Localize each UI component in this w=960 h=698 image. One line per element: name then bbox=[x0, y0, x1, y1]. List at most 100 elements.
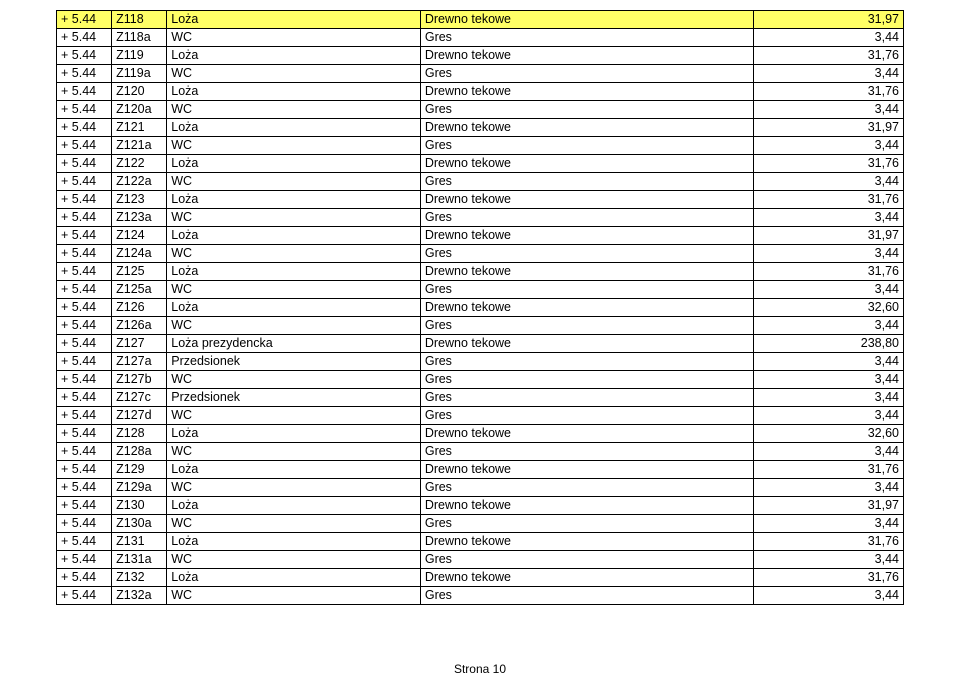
table-row: + 5.44Z123LożaDrewno tekowe31,76 bbox=[57, 191, 904, 209]
cell-value: 31,76 bbox=[753, 47, 903, 65]
cell-material: Drewno tekowe bbox=[420, 425, 753, 443]
cell-level: + 5.44 bbox=[57, 389, 112, 407]
cell-value: 31,76 bbox=[753, 83, 903, 101]
table-row: + 5.44Z129LożaDrewno tekowe31,76 bbox=[57, 461, 904, 479]
cell-code: Z119 bbox=[112, 47, 167, 65]
cell-value: 31,97 bbox=[753, 11, 903, 29]
cell-code: Z121 bbox=[112, 119, 167, 137]
cell-value: 31,97 bbox=[753, 227, 903, 245]
cell-code: Z131 bbox=[112, 533, 167, 551]
cell-name: Loża bbox=[167, 569, 421, 587]
cell-material: Drewno tekowe bbox=[420, 569, 753, 587]
cell-material: Drewno tekowe bbox=[420, 191, 753, 209]
table-row: + 5.44Z120aWCGres3,44 bbox=[57, 101, 904, 119]
cell-code: Z124a bbox=[112, 245, 167, 263]
table-row: + 5.44Z118LożaDrewno tekowe31,97 bbox=[57, 11, 904, 29]
cell-name: Loża bbox=[167, 47, 421, 65]
cell-name: Przedsionek bbox=[167, 353, 421, 371]
cell-value: 238,80 bbox=[753, 335, 903, 353]
cell-level: + 5.44 bbox=[57, 497, 112, 515]
cell-value: 3,44 bbox=[753, 173, 903, 191]
cell-code: Z128a bbox=[112, 443, 167, 461]
cell-level: + 5.44 bbox=[57, 479, 112, 497]
table-row: + 5.44Z119LożaDrewno tekowe31,76 bbox=[57, 47, 904, 65]
cell-code: Z120 bbox=[112, 83, 167, 101]
cell-material: Drewno tekowe bbox=[420, 119, 753, 137]
table-row: + 5.44Z132aWCGres3,44 bbox=[57, 587, 904, 605]
cell-value: 3,44 bbox=[753, 353, 903, 371]
cell-level: + 5.44 bbox=[57, 353, 112, 371]
cell-level: + 5.44 bbox=[57, 443, 112, 461]
cell-level: + 5.44 bbox=[57, 29, 112, 47]
cell-material: Gres bbox=[420, 29, 753, 47]
cell-level: + 5.44 bbox=[57, 587, 112, 605]
document-page: + 5.44Z118LożaDrewno tekowe31,97+ 5.44Z1… bbox=[0, 0, 960, 698]
table-row: + 5.44Z122aWCGres3,44 bbox=[57, 173, 904, 191]
table-row: + 5.44Z125LożaDrewno tekowe31,76 bbox=[57, 263, 904, 281]
cell-level: + 5.44 bbox=[57, 245, 112, 263]
cell-code: Z130a bbox=[112, 515, 167, 533]
cell-name: Loża prezydencka bbox=[167, 335, 421, 353]
rooms-table-body: + 5.44Z118LożaDrewno tekowe31,97+ 5.44Z1… bbox=[57, 11, 904, 605]
cell-level: + 5.44 bbox=[57, 407, 112, 425]
table-row: + 5.44Z126LożaDrewno tekowe32,60 bbox=[57, 299, 904, 317]
cell-value: 3,44 bbox=[753, 515, 903, 533]
cell-code: Z125 bbox=[112, 263, 167, 281]
cell-material: Gres bbox=[420, 407, 753, 425]
cell-name: WC bbox=[167, 551, 421, 569]
cell-code: Z127d bbox=[112, 407, 167, 425]
cell-code: Z122 bbox=[112, 155, 167, 173]
cell-material: Drewno tekowe bbox=[420, 47, 753, 65]
cell-value: 3,44 bbox=[753, 407, 903, 425]
cell-code: Z127a bbox=[112, 353, 167, 371]
cell-code: Z126a bbox=[112, 317, 167, 335]
cell-material: Gres bbox=[420, 587, 753, 605]
cell-value: 32,60 bbox=[753, 425, 903, 443]
cell-material: Drewno tekowe bbox=[420, 335, 753, 353]
cell-code: Z127c bbox=[112, 389, 167, 407]
cell-value: 3,44 bbox=[753, 443, 903, 461]
cell-material: Drewno tekowe bbox=[420, 11, 753, 29]
cell-name: Loża bbox=[167, 119, 421, 137]
table-row: + 5.44Z127bWCGres3,44 bbox=[57, 371, 904, 389]
cell-level: + 5.44 bbox=[57, 47, 112, 65]
cell-material: Gres bbox=[420, 281, 753, 299]
cell-level: + 5.44 bbox=[57, 335, 112, 353]
cell-level: + 5.44 bbox=[57, 461, 112, 479]
cell-material: Drewno tekowe bbox=[420, 497, 753, 515]
cell-material: Gres bbox=[420, 389, 753, 407]
cell-value: 3,44 bbox=[753, 101, 903, 119]
cell-material: Drewno tekowe bbox=[420, 299, 753, 317]
cell-level: + 5.44 bbox=[57, 263, 112, 281]
cell-name: Loża bbox=[167, 11, 421, 29]
table-row: + 5.44Z127Loża prezydenckaDrewno tekowe2… bbox=[57, 335, 904, 353]
cell-name: WC bbox=[167, 587, 421, 605]
cell-material: Gres bbox=[420, 245, 753, 263]
cell-level: + 5.44 bbox=[57, 227, 112, 245]
cell-material: Gres bbox=[420, 443, 753, 461]
cell-name: Loża bbox=[167, 299, 421, 317]
cell-name: Loża bbox=[167, 497, 421, 515]
cell-level: + 5.44 bbox=[57, 281, 112, 299]
cell-code: Z118a bbox=[112, 29, 167, 47]
table-row: + 5.44Z127dWCGres3,44 bbox=[57, 407, 904, 425]
table-row: + 5.44Z122LożaDrewno tekowe31,76 bbox=[57, 155, 904, 173]
table-row: + 5.44Z127cPrzedsionekGres3,44 bbox=[57, 389, 904, 407]
cell-level: + 5.44 bbox=[57, 371, 112, 389]
cell-material: Drewno tekowe bbox=[420, 155, 753, 173]
cell-value: 32,60 bbox=[753, 299, 903, 317]
table-row: + 5.44Z127aPrzedsionekGres3,44 bbox=[57, 353, 904, 371]
cell-value: 3,44 bbox=[753, 65, 903, 83]
cell-value: 31,97 bbox=[753, 119, 903, 137]
cell-value: 3,44 bbox=[753, 587, 903, 605]
cell-code: Z127b bbox=[112, 371, 167, 389]
cell-value: 3,44 bbox=[753, 551, 903, 569]
cell-material: Gres bbox=[420, 101, 753, 119]
cell-value: 3,44 bbox=[753, 317, 903, 335]
cell-code: Z121a bbox=[112, 137, 167, 155]
cell-code: Z124 bbox=[112, 227, 167, 245]
cell-name: Loża bbox=[167, 461, 421, 479]
cell-name: WC bbox=[167, 407, 421, 425]
cell-material: Drewno tekowe bbox=[420, 227, 753, 245]
table-row: + 5.44Z121LożaDrewno tekowe31,97 bbox=[57, 119, 904, 137]
